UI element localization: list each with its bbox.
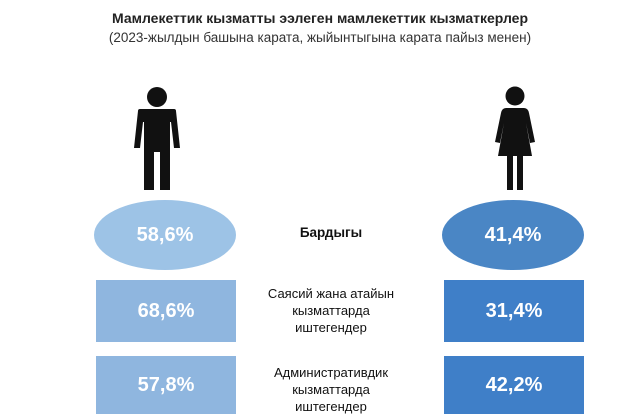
row-label-total: Бардыгы — [299, 225, 363, 240]
men-admin-box: 57,8% — [96, 356, 236, 414]
women-political-value: 31,4% — [485, 299, 543, 322]
men-political-value: 68,6% — [137, 299, 195, 322]
man-icon — [130, 86, 184, 192]
men-total-ellipse: 58,6% — [94, 200, 236, 270]
men-political-box: 68,6% — [96, 280, 236, 342]
men-admin-value: 57,8% — [137, 373, 195, 396]
women-admin-box: 42,2% — [444, 356, 584, 414]
women-political-box: 31,4% — [444, 280, 584, 342]
row-label-admin: Административдик кызматтарда иштегендер — [273, 365, 389, 414]
chart-title: Мамлекеттик кызматты ээлеген мамлекеттик… — [111, 10, 529, 26]
women-admin-value: 42,2% — [485, 373, 543, 396]
women-total-value: 41,4% — [484, 223, 542, 246]
row-label-political: Саясий жана атайын кызматтарда иштегенде… — [267, 286, 395, 335]
chart-subtitle: (2023-жылдын башына карата, жыйынтыгына … — [108, 30, 532, 45]
woman-icon — [488, 86, 542, 192]
men-total-value: 58,6% — [136, 223, 194, 246]
women-total-ellipse: 41,4% — [442, 200, 584, 270]
